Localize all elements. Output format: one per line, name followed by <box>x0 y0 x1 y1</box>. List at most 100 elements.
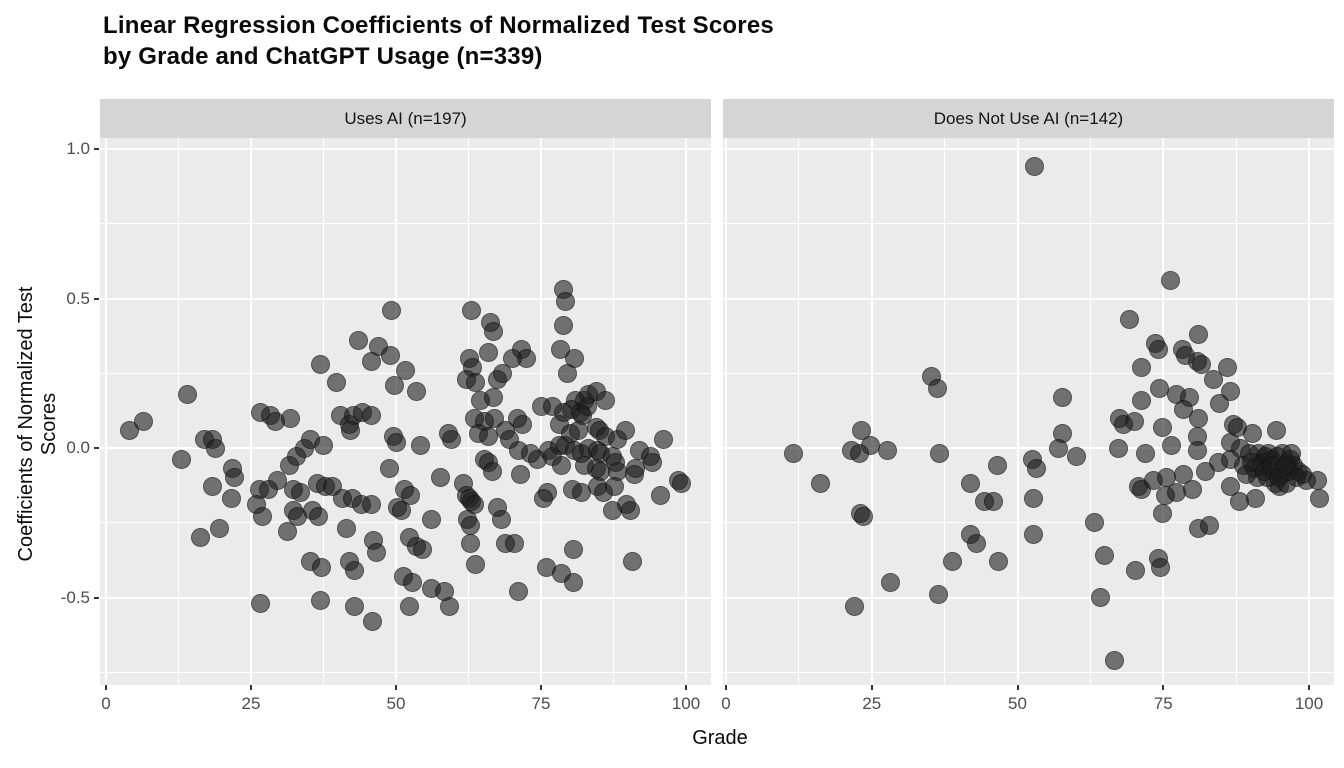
gridline-major <box>395 138 397 685</box>
gridline-minor <box>723 223 1334 225</box>
data-point <box>380 459 400 479</box>
data-point <box>1024 489 1044 509</box>
data-point <box>1242 423 1262 443</box>
data-point <box>1174 399 1194 419</box>
data-point <box>928 585 948 604</box>
data-point <box>1066 447 1086 467</box>
facet-panel <box>723 138 1334 685</box>
data-point <box>1203 369 1223 389</box>
gridline-minor <box>723 522 1334 524</box>
gridline-minor <box>323 138 324 685</box>
gridline-major <box>685 138 687 685</box>
data-point <box>1187 441 1207 461</box>
data-point <box>258 480 278 500</box>
data-point <box>542 396 562 416</box>
y-axis-tick-label: -0.5 <box>60 587 90 607</box>
data-point <box>431 468 451 488</box>
data-point <box>311 590 331 610</box>
data-point <box>1191 354 1211 374</box>
data-point <box>386 432 406 452</box>
data-point <box>336 519 356 539</box>
data-point <box>345 561 365 581</box>
data-point <box>465 372 485 392</box>
data-point <box>492 510 512 530</box>
gridline-minor <box>100 671 711 673</box>
data-point <box>961 474 981 494</box>
data-point <box>384 375 404 395</box>
data-point <box>1132 390 1152 410</box>
data-point <box>391 501 411 521</box>
gridline-minor <box>613 138 614 685</box>
data-point <box>1276 456 1296 476</box>
data-point <box>605 453 625 473</box>
data-point <box>621 501 641 521</box>
data-point <box>552 456 572 476</box>
data-point <box>1149 339 1169 359</box>
gridline-minor <box>723 671 1334 673</box>
data-point <box>1153 504 1173 524</box>
data-point <box>650 486 670 506</box>
data-point <box>171 450 191 470</box>
data-point <box>1053 387 1073 407</box>
data-point <box>202 477 222 497</box>
data-point <box>1109 438 1129 458</box>
data-point <box>327 372 347 392</box>
x-axis-tick-label: 100 <box>671 694 701 713</box>
data-point <box>533 489 553 509</box>
data-point <box>483 462 503 482</box>
data-point <box>1027 459 1047 479</box>
data-point <box>810 474 830 494</box>
data-point <box>396 360 416 380</box>
data-point <box>1119 309 1139 329</box>
data-point <box>119 420 139 440</box>
data-point <box>928 378 948 398</box>
data-point <box>967 534 987 554</box>
x-axis-tick-mark <box>1016 685 1019 690</box>
data-point <box>461 300 481 320</box>
data-point <box>1125 561 1145 581</box>
data-point <box>563 573 583 593</box>
data-point <box>783 444 803 464</box>
gridline-minor <box>798 138 800 685</box>
x-axis-tick-label: 50 <box>1008 694 1027 713</box>
data-point <box>401 486 420 506</box>
gridline-minor <box>1089 138 1091 685</box>
data-point <box>1189 324 1209 344</box>
x-axis-tick-label: 0 <box>101 694 111 713</box>
data-point <box>989 552 1009 572</box>
gridline-major <box>250 138 252 685</box>
x-axis-tick-label: 25 <box>241 694 261 713</box>
data-point <box>595 390 615 410</box>
data-point <box>1024 525 1044 545</box>
data-point <box>1091 588 1111 607</box>
data-point <box>930 444 950 464</box>
data-point <box>400 596 420 616</box>
y-axis-tick-mark <box>94 297 99 300</box>
data-point <box>853 507 873 527</box>
data-point <box>465 555 485 575</box>
gridline-minor <box>723 372 1334 374</box>
data-point <box>1136 444 1156 464</box>
data-point <box>1104 650 1124 670</box>
gridline-minor <box>1235 138 1237 685</box>
gridline-minor <box>944 138 946 685</box>
data-point <box>1296 471 1316 491</box>
data-point <box>571 483 591 503</box>
data-point <box>1200 516 1220 536</box>
gridline-major <box>723 148 1334 150</box>
data-point <box>1160 271 1180 291</box>
data-point <box>278 522 298 542</box>
gridline-major <box>1016 138 1019 685</box>
data-point <box>382 300 402 320</box>
data-point <box>623 552 643 572</box>
y-axis-tick-label: 0.0 <box>66 438 90 457</box>
data-point <box>1084 513 1104 533</box>
data-point <box>1182 480 1202 500</box>
data-point <box>191 528 211 548</box>
gridline-major <box>1162 138 1165 685</box>
data-point <box>221 489 241 509</box>
x-axis-tick-mark <box>725 685 727 690</box>
gridline-major <box>100 148 711 150</box>
x-axis-tick-label: 100 <box>1294 694 1324 713</box>
